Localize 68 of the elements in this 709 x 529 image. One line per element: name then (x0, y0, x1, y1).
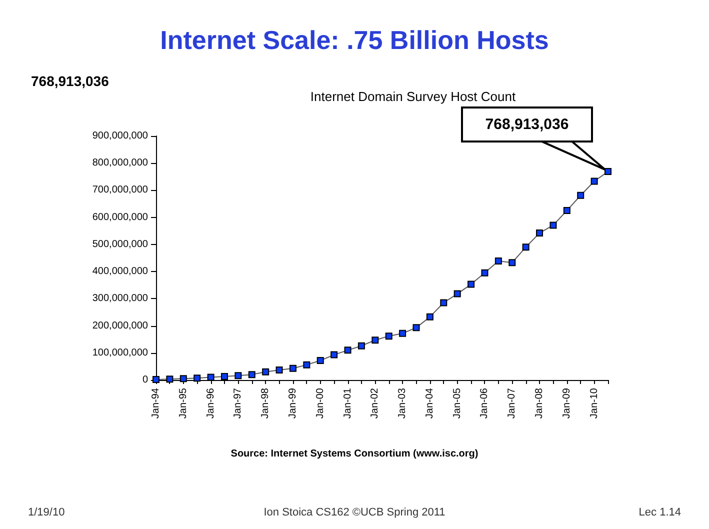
point (276, 366, 283, 374)
point (234, 372, 242, 380)
y-tick-label: 800,000,000 (92, 158, 148, 169)
point (454, 290, 461, 298)
x-tick-label: Jan-05 (452, 388, 463, 419)
x-tick-label: Jan-97 (232, 388, 244, 419)
y-tick-label: 300,000,000 (92, 293, 148, 304)
x-tick-label: Jan-04 (424, 388, 436, 419)
y-tick-label: 900,000,000 (92, 130, 148, 142)
point (412, 324, 420, 332)
point (166, 376, 174, 383)
x-tick-label: Jan-96 (205, 388, 216, 419)
text: 768,913,036 (31, 73, 110, 89)
point (508, 259, 516, 266)
point (358, 342, 365, 350)
chart-title: Internet Scale: .75 Billion Hosts (160, 25, 549, 55)
x-tick-label: Jan-09 (561, 388, 572, 419)
point (399, 330, 406, 337)
point (577, 192, 584, 199)
text: 1/19/10 (28, 506, 65, 518)
chart-subtitle: Internet Domain Survey Host Count (310, 89, 516, 104)
point (344, 346, 352, 354)
point (385, 332, 392, 340)
text: 768,913,036 (485, 116, 569, 134)
y-tick-label: 100,000,000 (92, 347, 148, 358)
point (220, 372, 228, 380)
point (494, 257, 502, 264)
x-tick-label: Jan-07 (506, 388, 518, 419)
y-tick-label: 500,000,000 (92, 238, 148, 250)
x-tick-label: Jan-03 (397, 388, 408, 419)
y-tick-label: 700,000,000 (92, 184, 148, 196)
point (316, 356, 324, 364)
y-tick-label: 0 (142, 374, 148, 386)
x-tick-label: Jan-02 (370, 388, 381, 419)
point (426, 313, 434, 320)
y-tick-label: 400,000,000 (92, 266, 148, 278)
x-tick-label: Jan-95 (178, 388, 189, 419)
point (330, 351, 338, 358)
point (522, 244, 530, 251)
point (604, 168, 612, 176)
point (262, 368, 270, 376)
point (440, 299, 448, 306)
x-tick-label: Jan-10 (588, 388, 600, 419)
point (468, 280, 475, 288)
point (563, 207, 570, 214)
point (180, 375, 187, 382)
text: Ion Stoica CS162 ©UCB Spring 2011 (264, 506, 446, 518)
x-tick-label: Jan-08 (534, 388, 546, 419)
source-note: Source: Internet Systems Consortium (www.isc.org) (230, 448, 478, 460)
point (590, 178, 598, 185)
x-tick-label: Jan-06 (479, 388, 490, 419)
text: Lec 1.14 (638, 506, 681, 518)
x-tick-label: Jan-99 (287, 388, 298, 419)
point (207, 374, 214, 381)
x-tick-label: Jan-94 (150, 388, 162, 419)
point (481, 269, 488, 276)
point (550, 222, 557, 229)
point (372, 336, 379, 344)
x-tick-label: Jan-98 (260, 388, 272, 419)
point (248, 371, 256, 378)
point (536, 230, 544, 237)
y-tick-label: 200,000,000 (92, 320, 148, 332)
point (289, 364, 296, 372)
x-tick-label: Jan-00 (314, 388, 326, 419)
point (303, 361, 310, 368)
x-tick-label: Jan-01 (342, 388, 354, 419)
point (194, 374, 201, 382)
y-tick-label: 600,000,000 (92, 212, 148, 223)
